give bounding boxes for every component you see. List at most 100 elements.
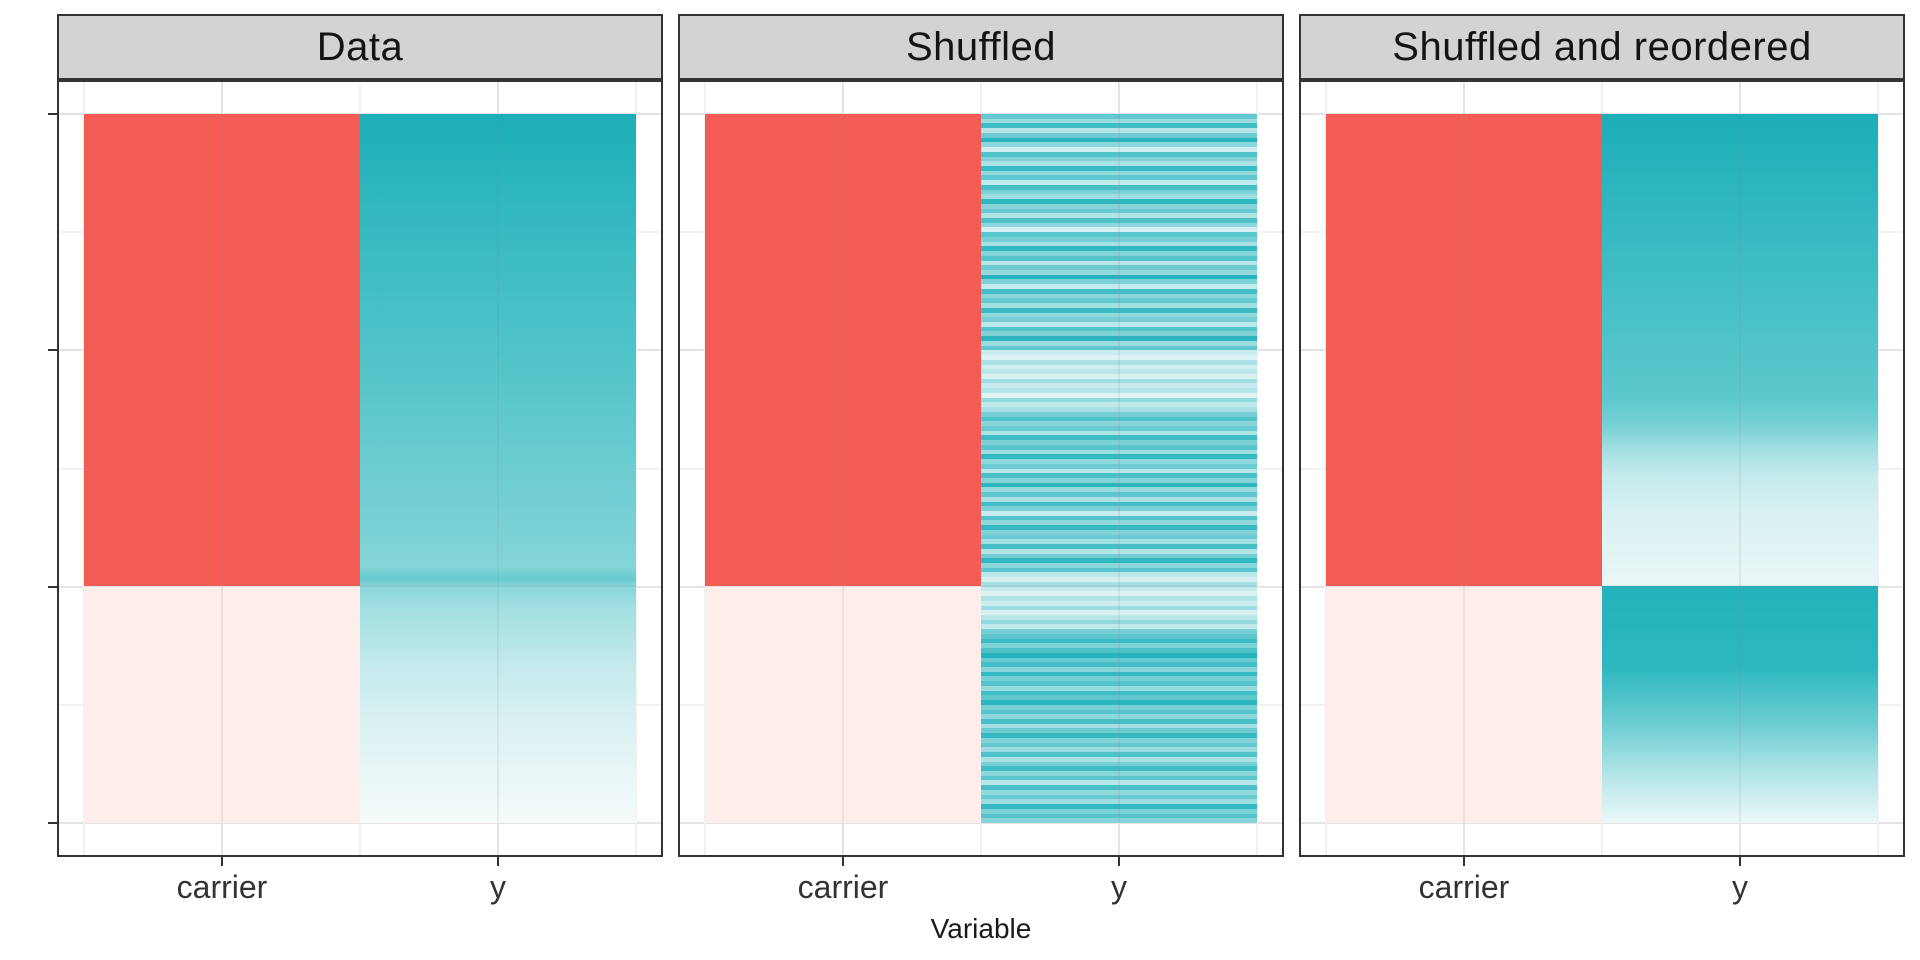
y-stripe — [981, 572, 1257, 578]
facet-strip: Shuffled and reordered — [1299, 14, 1905, 80]
y-stripe — [981, 685, 1257, 692]
facet-plot — [678, 80, 1284, 857]
y-stripe — [981, 208, 1257, 214]
y-stripe — [981, 506, 1257, 512]
y-stripe — [981, 596, 1257, 602]
facet-strip-label: Data — [316, 25, 404, 69]
y-stripe — [981, 321, 1257, 328]
y-stripe — [981, 147, 1257, 153]
tile-y-gradient — [1602, 114, 1878, 823]
y-stripe — [981, 232, 1257, 238]
y-stripe — [981, 383, 1257, 389]
y-stripe — [981, 794, 1257, 800]
y-stripe — [981, 444, 1257, 451]
x-axis-tick — [842, 857, 844, 866]
y-stripe — [981, 742, 1257, 748]
y-stripe — [981, 303, 1257, 309]
y-stripe — [981, 175, 1257, 181]
y-stripe — [981, 227, 1257, 233]
y-stripe — [981, 747, 1257, 753]
facet-plot — [1299, 80, 1905, 857]
y-stripe — [981, 813, 1257, 819]
y-stripe — [981, 298, 1257, 304]
y-stripe — [981, 563, 1257, 569]
y-stripe — [981, 468, 1257, 474]
y-stripe — [981, 534, 1257, 540]
y-stripe — [981, 511, 1257, 517]
y-stripe — [981, 737, 1257, 744]
y-stripe — [981, 407, 1257, 413]
y-stripe — [981, 142, 1257, 148]
y-stripe — [981, 728, 1257, 734]
y-stripe — [981, 236, 1257, 243]
y-stripe — [981, 307, 1257, 313]
y-stripe — [981, 312, 1257, 318]
y-stripe — [981, 331, 1257, 337]
y-axis-tick — [48, 822, 57, 824]
y-stripe — [981, 123, 1257, 129]
tile-carrier-present — [84, 114, 360, 586]
y-stripe — [981, 165, 1257, 172]
y-stripe — [981, 180, 1257, 186]
y-stripe — [981, 128, 1257, 134]
x-axis-tick — [1463, 857, 1465, 866]
y-stripe — [981, 373, 1257, 380]
y-stripe — [981, 378, 1257, 384]
y-stripe — [981, 633, 1257, 640]
y-stripe — [981, 723, 1257, 729]
y-stripe — [981, 449, 1257, 455]
y-stripe — [981, 714, 1257, 720]
facet-strip-label: Shuffled and reordered — [1392, 25, 1812, 69]
y-stripe — [981, 487, 1257, 493]
facet-plot — [57, 80, 663, 857]
y-stripe — [981, 643, 1257, 649]
y-stripe — [981, 170, 1257, 176]
grid-minor-v — [1877, 82, 1879, 855]
x-axis-tick — [1118, 857, 1120, 866]
grid-overlay-h — [84, 584, 636, 587]
y-stripe — [981, 548, 1257, 555]
y-stripe — [981, 591, 1257, 597]
tile-carrier-missing — [705, 585, 981, 823]
y-stripe — [981, 114, 1257, 120]
y-stripe — [981, 671, 1257, 677]
y-stripe — [981, 600, 1257, 607]
y-stripe — [981, 454, 1257, 460]
y-stripe — [981, 156, 1257, 162]
x-axis-tick — [497, 857, 499, 866]
y-stripe — [981, 771, 1257, 777]
y-stripe — [981, 369, 1257, 375]
grid-minor-v — [1256, 82, 1258, 855]
y-stripe — [981, 525, 1257, 531]
y-stripe — [981, 766, 1257, 772]
y-stripe — [981, 657, 1257, 663]
x-tick-label: y — [490, 869, 506, 905]
y-stripe — [981, 752, 1257, 758]
y-stripe — [981, 515, 1257, 521]
facet-strip: Shuffled — [678, 14, 1284, 80]
grid-overlay-v — [221, 114, 223, 823]
y-stripe — [981, 567, 1257, 573]
y-stripe — [981, 667, 1257, 673]
y-stripe — [981, 402, 1257, 408]
y-stripe — [981, 388, 1257, 394]
y-stripe — [981, 161, 1257, 167]
y-stripe — [981, 350, 1257, 356]
y-stripe — [981, 719, 1257, 725]
y-stripe — [981, 284, 1257, 290]
y-stripe — [981, 364, 1257, 370]
y-stripe — [981, 251, 1257, 257]
x-tick-label: y — [1732, 869, 1748, 905]
grid-minor-v — [635, 82, 637, 855]
y-stripe — [981, 629, 1257, 635]
y-stripe — [981, 482, 1257, 488]
y-stripe — [981, 544, 1257, 550]
y-stripe — [981, 558, 1257, 564]
y-stripe — [981, 411, 1257, 417]
y-stripe — [981, 440, 1257, 446]
y-stripe — [981, 799, 1257, 805]
y-stripe — [981, 477, 1257, 484]
y-stripe — [981, 293, 1257, 299]
y-stripe — [981, 189, 1257, 195]
